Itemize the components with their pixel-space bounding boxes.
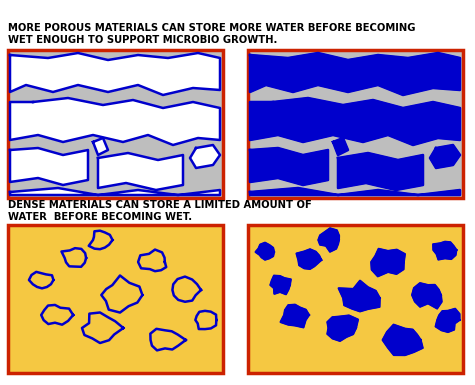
Polygon shape [339,281,380,311]
Polygon shape [172,276,201,302]
Polygon shape [93,138,108,155]
Polygon shape [29,272,54,288]
Polygon shape [89,231,113,249]
Polygon shape [371,249,405,276]
Bar [248,50,463,198]
Polygon shape [190,145,220,168]
Polygon shape [436,309,459,332]
Polygon shape [82,313,124,343]
Polygon shape [10,148,88,185]
Polygon shape [281,305,309,327]
Bar [248,225,463,373]
Polygon shape [318,228,339,252]
Polygon shape [430,145,460,168]
Polygon shape [433,242,456,259]
Polygon shape [10,53,220,95]
Polygon shape [250,188,460,195]
Polygon shape [98,153,183,190]
Bar [248,50,463,198]
Bar [8,50,223,198]
Polygon shape [138,249,166,271]
Text: DENSE MATERIALS CAN STORE A LIMITED AMOUNT OF
WATER  BEFORE BECOMING WET.: DENSE MATERIALS CAN STORE A LIMITED AMOU… [8,201,312,222]
Bar [8,225,223,373]
Polygon shape [412,283,442,308]
Bar [8,225,223,373]
Bar [8,50,223,198]
Text: MORE POROUS MATERIALS CAN STORE MORE WATER BEFORE BECOMING
WET ENOUGH TO SUPPORT: MORE POROUS MATERIALS CAN STORE MORE WAT… [8,23,416,45]
Polygon shape [250,98,460,145]
Polygon shape [333,138,348,155]
Polygon shape [101,276,142,313]
Polygon shape [61,248,86,267]
Polygon shape [250,53,460,95]
Polygon shape [41,305,73,325]
Polygon shape [256,243,274,260]
Polygon shape [10,98,220,145]
Polygon shape [327,315,358,341]
Polygon shape [296,249,321,269]
Bar [248,225,463,373]
Polygon shape [270,276,291,294]
Polygon shape [195,311,216,329]
Polygon shape [383,325,423,355]
Polygon shape [338,153,423,190]
Polygon shape [10,188,220,195]
Polygon shape [151,329,186,350]
Polygon shape [250,148,328,185]
